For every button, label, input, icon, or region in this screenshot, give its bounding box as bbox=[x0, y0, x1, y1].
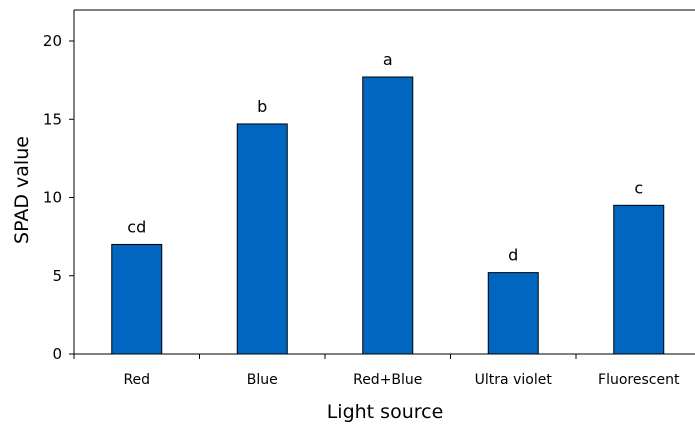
y-tick-label: 20 bbox=[43, 32, 62, 50]
significance-label: b bbox=[257, 97, 267, 116]
y-tick-label: 10 bbox=[43, 189, 62, 207]
x-ticks: Red Blue Red+Blue Ultra violet Fluorescent bbox=[73, 354, 680, 388]
significance-label: a bbox=[383, 50, 393, 69]
bars bbox=[111, 76, 665, 355]
x-axis-title: Light source bbox=[327, 401, 444, 423]
significance-label: c bbox=[634, 178, 643, 197]
y-tick-label: 0 bbox=[52, 345, 62, 363]
significance-labels: cd b a d c bbox=[127, 50, 643, 265]
significance-label: d bbox=[508, 246, 518, 265]
bar-blue bbox=[236, 123, 288, 355]
x-tick-label: Fluorescent bbox=[598, 372, 680, 388]
x-tick-label: Red+Blue bbox=[353, 372, 422, 388]
y-ticks: 0 5 10 15 20 bbox=[43, 32, 74, 363]
bar-red-blue bbox=[362, 76, 414, 355]
bar-fluorescent bbox=[613, 204, 665, 355]
x-tick-label: Ultra violet bbox=[475, 372, 553, 388]
bar-ultra-violet bbox=[487, 272, 539, 355]
y-axis-title: SPAD value bbox=[11, 136, 33, 244]
significance-label: cd bbox=[127, 217, 146, 236]
y-tick-label: 5 bbox=[52, 267, 62, 285]
x-tick-label: Blue bbox=[247, 372, 278, 388]
bar-red bbox=[111, 243, 163, 355]
y-tick-label: 15 bbox=[43, 110, 62, 128]
x-tick-label: Red bbox=[123, 372, 150, 388]
